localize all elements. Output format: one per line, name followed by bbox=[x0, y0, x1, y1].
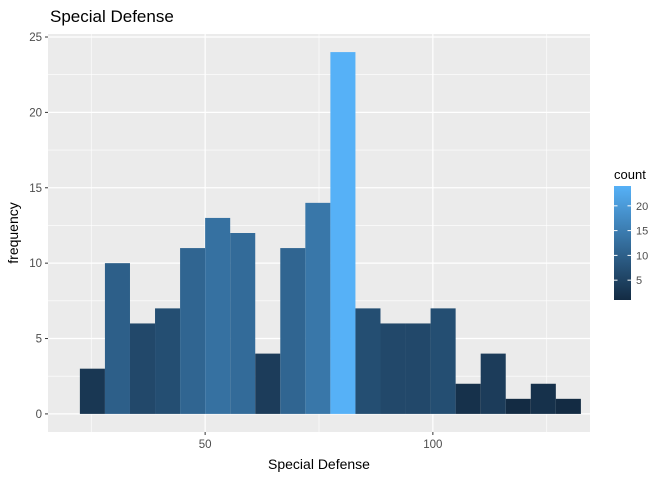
x-axis-title: Special Defense bbox=[268, 456, 370, 472]
histogram-bar bbox=[180, 248, 206, 414]
histogram-bar bbox=[430, 308, 456, 414]
histogram-bar bbox=[480, 353, 506, 414]
y-tick-label: 25 bbox=[29, 32, 42, 44]
histogram-bar bbox=[129, 323, 156, 414]
histogram-bar bbox=[530, 383, 556, 414]
histogram-bar bbox=[230, 233, 256, 414]
x-axis-ticks: 50 100 bbox=[199, 432, 442, 451]
y-tick-label: 15 bbox=[29, 183, 42, 195]
histogram-bar bbox=[155, 308, 181, 414]
y-tick-label: 5 bbox=[36, 334, 42, 346]
y-axis-ticks: 0 5 10 15 20 25 bbox=[29, 32, 48, 421]
legend-colorbar bbox=[614, 186, 631, 300]
histogram-bar bbox=[205, 217, 231, 414]
chart-title: Special Defense bbox=[50, 7, 174, 26]
legend-tick-label: 15 bbox=[636, 226, 648, 238]
legend-tick-label: 5 bbox=[636, 275, 642, 287]
legend-title: count bbox=[614, 167, 646, 182]
histogram-bar bbox=[380, 323, 406, 414]
y-tick-label: 10 bbox=[29, 258, 42, 270]
legend-tick-label: 20 bbox=[636, 201, 648, 213]
histogram-bar bbox=[305, 202, 331, 414]
histogram-bar bbox=[280, 248, 306, 414]
y-tick-label: 0 bbox=[36, 409, 42, 421]
histogram-bar bbox=[330, 52, 356, 414]
histogram-bar bbox=[355, 308, 381, 414]
x-tick-label: 100 bbox=[423, 439, 442, 451]
y-axis-title: frequency bbox=[5, 202, 21, 263]
histogram-bar bbox=[405, 323, 431, 414]
legend-tick-label: 10 bbox=[636, 250, 648, 262]
histogram-bars bbox=[79, 52, 581, 414]
histogram-bar bbox=[555, 398, 581, 414]
histogram-bar bbox=[505, 398, 531, 414]
histogram-bar bbox=[79, 368, 105, 414]
color-legend: count 5 10 15 20 bbox=[614, 167, 648, 300]
histogram-bar bbox=[455, 383, 481, 414]
x-tick-label: 50 bbox=[199, 439, 212, 451]
histogram-bar bbox=[104, 263, 130, 414]
y-tick-label: 20 bbox=[29, 107, 42, 119]
histogram-bar bbox=[255, 353, 281, 414]
legend-ticks: 5 10 15 20 bbox=[614, 201, 648, 287]
